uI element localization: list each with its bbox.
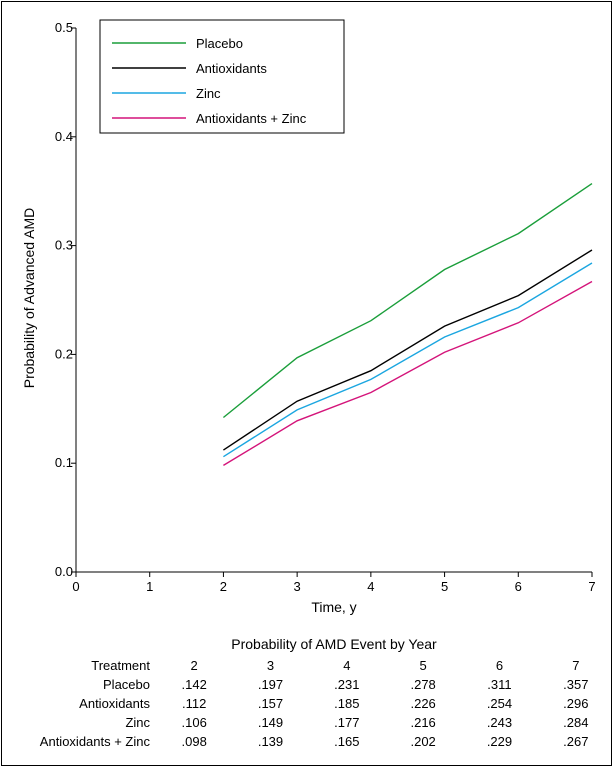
table-cell: .197 [257, 677, 284, 692]
row-label: Treatment [91, 658, 150, 673]
table-cell: .185 [334, 696, 360, 711]
row-label: Antioxidants [79, 696, 150, 711]
y-tick-label: 0.4 [55, 129, 73, 144]
table-cell: .254 [486, 696, 513, 711]
x-tick-label: 7 [588, 579, 595, 594]
table-cell: 7 [572, 658, 580, 673]
legend-entry: Placebo [196, 36, 243, 51]
y-tick-label: 0.0 [55, 564, 73, 579]
table-cell: 3 [266, 658, 275, 673]
legend: Placebo Antioxidants Zinc Antioxidants + Zi… [99, 19, 345, 134]
table-cell: .098 [181, 734, 207, 749]
series-line-placebo [222, 183, 593, 419]
legend-entry: Antioxidants [196, 61, 267, 76]
table-cell: .106 [181, 715, 207, 730]
y-tick-label: 0.1 [55, 455, 73, 470]
table-cell: .139 [257, 734, 284, 749]
x-tick-label: 3 [294, 579, 301, 594]
x-tick-label: 5 [441, 579, 448, 594]
table-row: Zinc .106 .149 .177 .216 .243 .284 [0, 713, 614, 732]
table-cell: .177 [334, 715, 360, 730]
series-line-antioxidants [223, 249, 593, 451]
table-row: Placebo .142 .197 .231 .278 .311 .357 [0, 675, 614, 694]
x-axis-label: Time, y [311, 599, 356, 615]
table-cell: 2 [190, 658, 198, 673]
series-line-zinc [223, 262, 593, 458]
table-cell: .165 [334, 734, 360, 749]
table-cell: 6 [495, 658, 504, 673]
row-label: Zinc [125, 715, 150, 730]
x-tick-label: 2 [220, 579, 227, 594]
series-line-antioxidants-zinc [223, 280, 593, 466]
y-tick-label: 0.2 [55, 346, 73, 361]
row-label: Antioxidants + Zinc [39, 734, 150, 749]
x-tick-label: 4 [367, 579, 374, 594]
table-cell: .267 [563, 734, 589, 749]
x-tick-label: 6 [515, 579, 522, 594]
table-row: Antioxidants .112 .157 .185 .226 .254 .296 [0, 694, 614, 713]
y-tick-label: 0.5 [55, 20, 73, 35]
legend-box [99, 19, 345, 134]
table-cell: .229 [486, 734, 513, 749]
table-cell: .112 [181, 696, 207, 711]
legend-entry: Antioxidants + Zinc [196, 111, 307, 126]
table-header-row: Treatment 2 3 4 5 6 7 [0, 656, 614, 675]
table-cell: .142 [181, 677, 207, 692]
table-cell: .157 [257, 696, 284, 711]
series-lines [222, 183, 593, 466]
probability-table: Treatment 2 3 4 5 6 7 Placebo .142 .197 .231 .278 .3… [0, 656, 614, 751]
table-cell: 5 [419, 658, 427, 673]
table-cell: .149 [257, 715, 284, 730]
row-label: Placebo [103, 677, 150, 692]
line-chart: 0.0 0.1 0.2 0.3 0.4 0.5 0 1 2 3 4 5 6 7 Placebo Antiox… [21, 19, 596, 615]
axes: 0.0 0.1 0.2 0.3 0.4 0.5 0 1 2 3 4 5 6 7 [55, 20, 596, 594]
table-cell: .226 [410, 696, 436, 711]
table-cell: 4 [343, 658, 351, 673]
table-cell: .243 [486, 715, 513, 730]
table-cell: .296 [563, 696, 589, 711]
x-tick-label: 0 [72, 579, 79, 594]
table-cell: .284 [563, 715, 589, 730]
table-cell: .216 [410, 715, 436, 730]
table-title: Probability of AMD Event by Year [231, 636, 437, 652]
x-tick-label: 1 [146, 579, 153, 594]
table-cell: .202 [410, 734, 436, 749]
table-cell: .357 [563, 677, 589, 692]
legend-entry: Zinc [196, 86, 221, 101]
table-cell: .278 [410, 677, 436, 692]
table-row: Antioxidants + Zinc .098 .139 .165 .202 .229.… [0, 732, 614, 751]
y-tick-label: 0.3 [55, 238, 73, 253]
table-cell: .231 [334, 677, 360, 692]
y-axis-label: Probability of Advanced AMD [21, 208, 37, 389]
table-cell: .311 [487, 677, 512, 692]
